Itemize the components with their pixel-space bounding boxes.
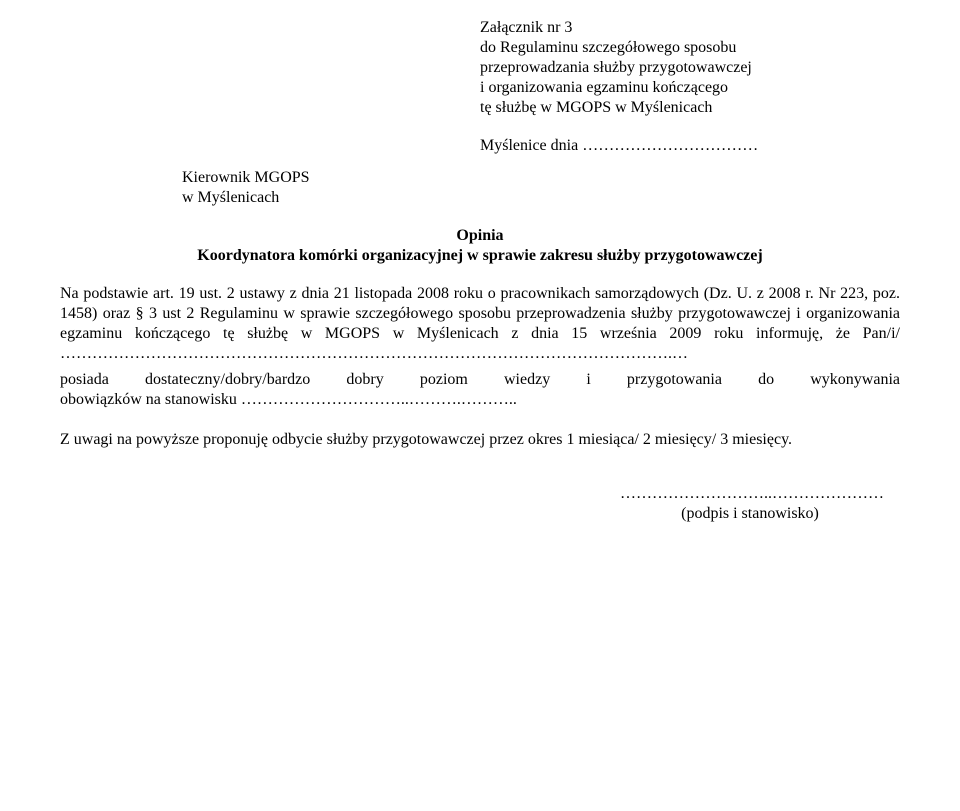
date-dots <box>578 137 758 154</box>
header-line-4: i organizowania egzaminu kończącego <box>480 78 900 98</box>
addressee-line-1: Kierownik MGOPS <box>182 168 900 188</box>
signature-label: (podpis i stanowisko) <box>600 504 900 524</box>
opinion-subtitle: Koordynatora komórki organizacyjnej w sp… <box>60 246 900 266</box>
header-line-5: tę służbę w MGOPS w Myślenicach <box>480 98 900 118</box>
attachment-header: Załącznik nr 3 do Regulaminu szczegółowe… <box>480 18 900 118</box>
signature-dots: ………………………..………………… <box>620 484 900 504</box>
date-line: Myślenice dnia <box>480 136 900 156</box>
date-prefix: Myślenice dnia <box>480 137 578 154</box>
header-line-2: do Regulaminu szczegółowego sposobu <box>480 38 900 58</box>
opinion-title: Opinia <box>60 226 900 246</box>
signature-block: ………………………..………………… (podpis i stanowisko) <box>620 484 900 524</box>
header-line-3: przeprowadzania służby przygotowawczej <box>480 58 900 78</box>
header-line-1: Załącznik nr 3 <box>480 18 900 38</box>
body-paragraph-2b: obowiązków na stanowisku …………………………..………… <box>60 390 900 410</box>
body-paragraph-2a: posiada dostateczny/dobry/bardzo dobry p… <box>60 370 900 390</box>
addressee-block: Kierownik MGOPS w Myślenicach <box>182 168 900 208</box>
body-paragraph-3: Z uwagi na powyższe proponuję odbycie sł… <box>60 430 900 450</box>
document-page: Załącznik nr 3 do Regulaminu szczegółowe… <box>0 0 960 544</box>
addressee-line-2: w Myślenicach <box>182 188 900 208</box>
body-paragraph-1: Na podstawie art. 19 ust. 2 ustawy z dni… <box>60 284 900 364</box>
